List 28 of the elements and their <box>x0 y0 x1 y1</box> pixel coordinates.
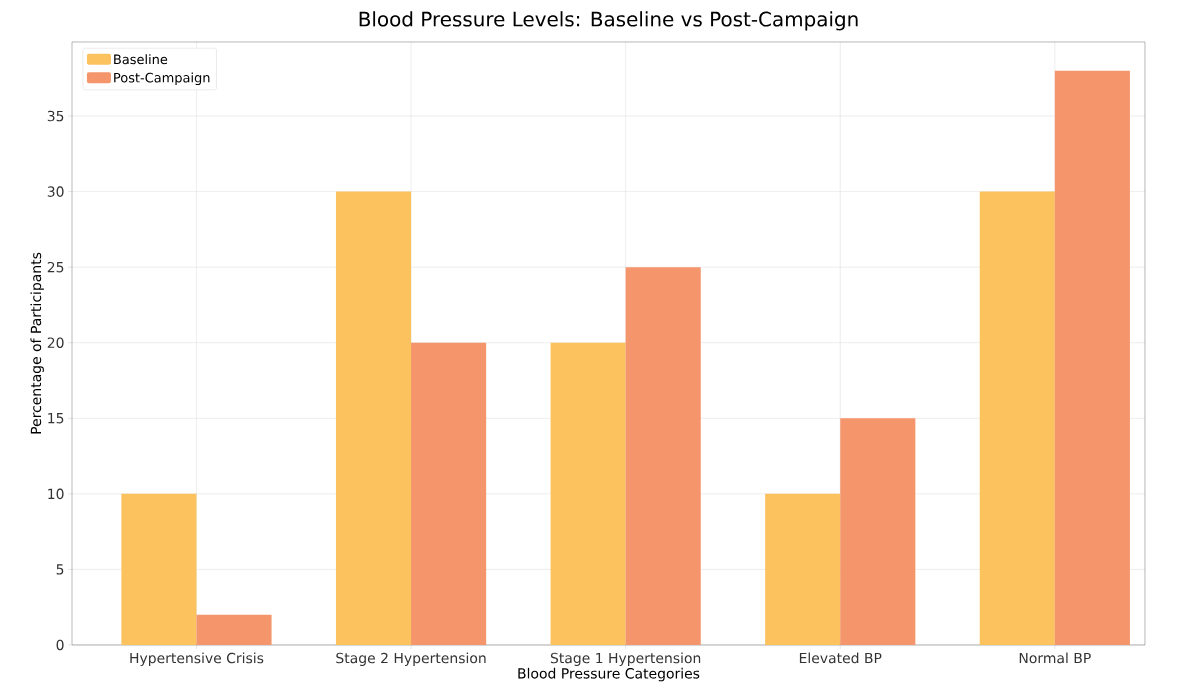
bar <box>196 614 272 645</box>
x-axis-title: Blood Pressure Categories <box>518 667 700 682</box>
x-tick-label: Stage 1 Hypertension <box>550 652 701 667</box>
y-tick-label: 25 <box>47 261 64 273</box>
bar <box>979 191 1055 645</box>
y-tick-label: 15 <box>48 413 64 424</box>
y-tick-label: 5 <box>56 564 64 575</box>
chart-title: Blood Pressure Levels: Baseline vs Post-Campaign <box>359 11 858 31</box>
y-tick-label: 30 <box>47 186 64 197</box>
bar <box>550 342 626 645</box>
legend-label: Baseline <box>114 54 168 65</box>
bar <box>1054 70 1130 645</box>
bar <box>765 493 841 645</box>
bar <box>625 267 701 645</box>
bar <box>335 191 412 645</box>
legend-label: Post-Campaign <box>114 72 210 86</box>
bar <box>121 493 197 645</box>
y-tick-label: 35 <box>47 110 64 122</box>
y-axis-title: Percentage of Participants <box>30 252 44 434</box>
bar <box>411 342 487 645</box>
y-tick-label: 20 <box>47 337 64 349</box>
x-tick-label: Normal BP <box>1019 652 1091 664</box>
x-tick-label: Hypertensive Crisis <box>130 652 264 667</box>
bar <box>840 418 916 645</box>
x-tick-label: Stage 2 Hypertension <box>336 652 486 667</box>
x-tick-label: Elevated BP <box>799 652 882 664</box>
y-tick-label: 0 <box>56 639 64 651</box>
y-tick-label: 10 <box>48 488 64 500</box>
